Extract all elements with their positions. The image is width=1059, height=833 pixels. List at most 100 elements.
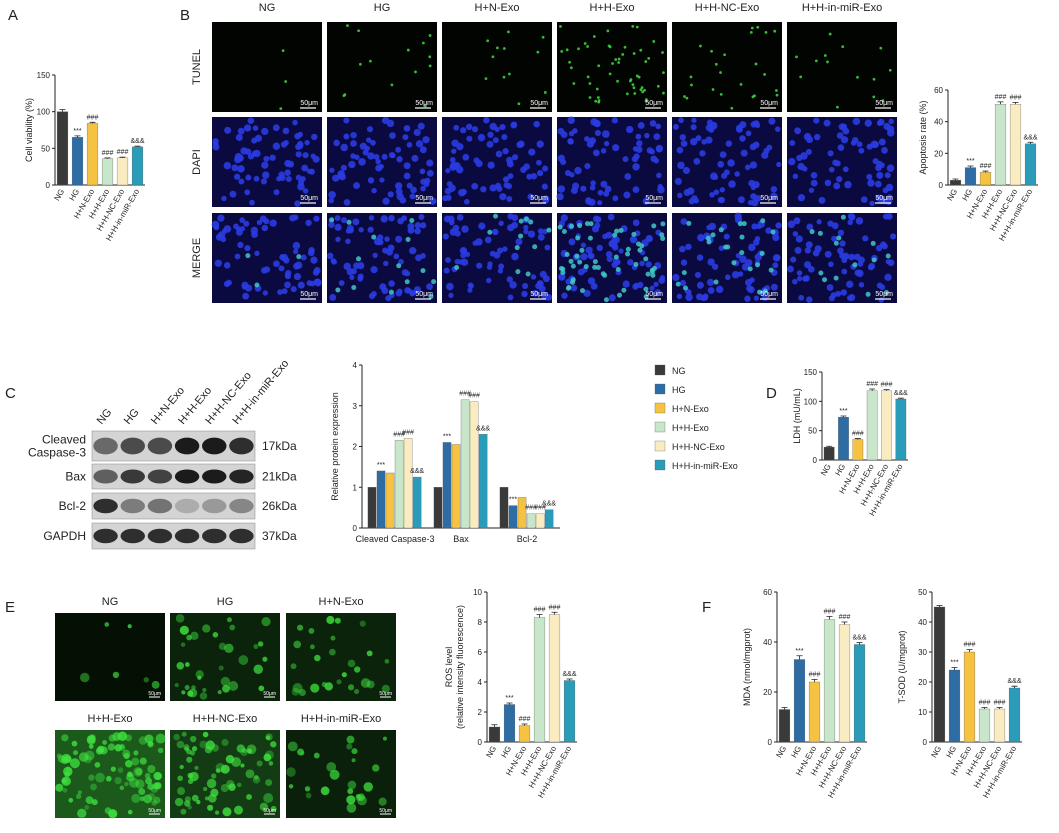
significance-label: ### xyxy=(102,150,114,157)
micrograph: 50μm xyxy=(55,730,166,819)
nucleus xyxy=(585,246,593,254)
nucleus xyxy=(507,294,514,301)
protein-label: Bax xyxy=(65,470,86,484)
y-tick-label: 60 xyxy=(934,86,943,95)
cell xyxy=(256,760,263,767)
cell xyxy=(229,624,236,631)
tunel-signal xyxy=(660,221,666,227)
nucleus xyxy=(414,222,422,229)
tunel-signal xyxy=(888,68,892,72)
tunel-signal xyxy=(346,219,352,225)
tunel-signal xyxy=(739,82,743,86)
nucleus xyxy=(831,235,838,242)
tunel-signal xyxy=(568,223,574,229)
significance-label: *** xyxy=(795,648,803,655)
cell xyxy=(347,788,354,795)
tunel-signal xyxy=(763,73,766,76)
nucleus xyxy=(710,172,718,180)
cell xyxy=(138,788,146,796)
cell xyxy=(220,764,230,774)
y-tick-label: 1 xyxy=(353,483,358,492)
nucleus xyxy=(388,280,395,287)
cell xyxy=(126,773,135,782)
nucleus xyxy=(545,293,553,301)
nucleus xyxy=(568,238,576,246)
image-background xyxy=(212,22,322,112)
blot-band xyxy=(147,469,173,484)
nucleus xyxy=(744,295,751,302)
nucleus xyxy=(602,130,610,138)
nucleus xyxy=(677,192,683,199)
bar xyxy=(563,680,576,743)
significance-label: &&& xyxy=(410,468,424,475)
tunel-signal xyxy=(357,29,361,33)
tunel-signal xyxy=(683,95,686,98)
scale-bar-label: 50μm xyxy=(530,291,548,298)
nucleus xyxy=(459,247,468,255)
nucleus xyxy=(340,164,347,171)
significance-label: &&& xyxy=(1023,134,1037,141)
nucleus xyxy=(358,227,364,233)
nucleus xyxy=(498,263,505,270)
nucleus xyxy=(848,213,856,221)
nucleus xyxy=(535,282,542,290)
cell xyxy=(157,747,164,754)
nucleus xyxy=(471,126,479,133)
size-label: 17kDa xyxy=(262,439,297,453)
nucleus xyxy=(818,196,826,204)
nucleus xyxy=(537,228,544,235)
nucleus xyxy=(237,127,245,135)
legend-swatch xyxy=(654,383,666,395)
nucleus xyxy=(848,294,856,302)
nucleus xyxy=(789,140,796,146)
tunel-signal xyxy=(836,235,842,241)
nucleus xyxy=(458,189,466,197)
nucleus xyxy=(696,254,704,261)
error-bar xyxy=(982,170,989,173)
cell xyxy=(62,787,68,793)
significance-label: ### xyxy=(87,114,99,121)
nucleus xyxy=(751,223,758,230)
nucleus xyxy=(846,280,854,288)
nucleus xyxy=(261,267,268,274)
nucleus xyxy=(723,233,730,240)
nucleus xyxy=(855,217,864,225)
cell xyxy=(153,796,161,804)
nucleus xyxy=(572,128,578,134)
cell xyxy=(104,622,110,627)
nucleus xyxy=(676,293,683,300)
tunel-signal xyxy=(329,217,335,223)
cell xyxy=(86,735,96,744)
nucleus xyxy=(327,252,334,260)
significance-label: ### xyxy=(402,429,414,436)
scale-bar-label: 50μm xyxy=(530,195,548,202)
nucleus xyxy=(753,239,760,246)
error-bar xyxy=(521,723,528,726)
cell xyxy=(347,780,357,790)
nucleus xyxy=(592,149,600,157)
nucleus xyxy=(808,187,815,193)
bar xyxy=(866,390,878,461)
bar xyxy=(503,704,516,743)
cell xyxy=(197,675,202,680)
nucleus xyxy=(528,148,536,156)
protein-label: Bcl-2 xyxy=(59,499,87,513)
nucleus xyxy=(607,213,615,221)
blot-band xyxy=(93,528,118,544)
cell xyxy=(95,747,104,755)
nucleus xyxy=(260,178,267,185)
y-tick-label: 10 xyxy=(473,588,482,597)
nucleus xyxy=(367,152,375,160)
nucleus xyxy=(724,274,731,281)
nucleus xyxy=(235,134,243,142)
blot-strip xyxy=(91,522,256,550)
blot-band xyxy=(202,528,227,544)
nucleus xyxy=(639,260,645,267)
nucleus xyxy=(523,163,530,170)
tunel-signal xyxy=(770,229,776,235)
nucleus xyxy=(886,164,895,172)
cell xyxy=(221,738,229,746)
bar xyxy=(508,505,518,529)
tunel-signal xyxy=(661,51,664,54)
tunel-signal xyxy=(428,294,434,300)
